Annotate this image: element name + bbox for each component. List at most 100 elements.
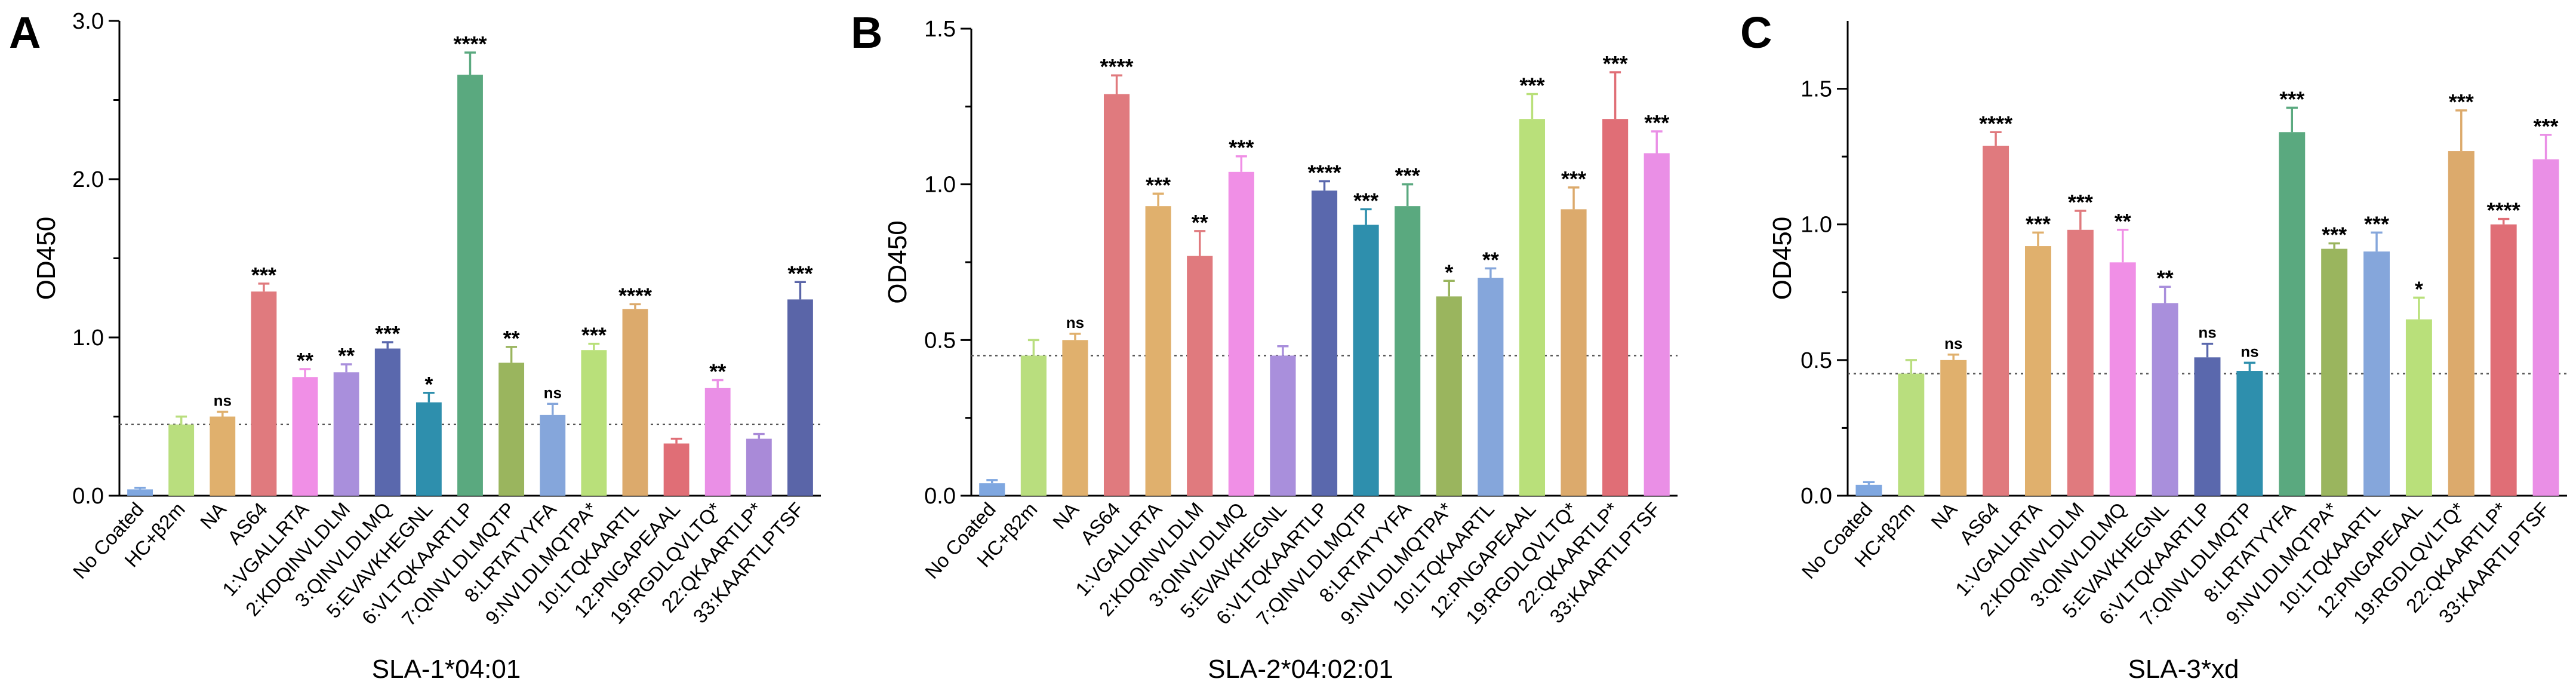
bar: [498, 363, 525, 496]
bar: [704, 388, 731, 496]
significance-label: ***: [1644, 110, 1669, 135]
bar: [416, 402, 442, 496]
y-tick-label: 0.5: [1801, 348, 1832, 373]
bar: [1062, 340, 1088, 496]
significance-label: **: [709, 360, 726, 384]
y-tick-label: 2.0: [72, 167, 104, 192]
significance-label: ns: [214, 392, 232, 410]
bar: [1519, 119, 1546, 496]
y-tick-label: 0.0: [1801, 484, 1832, 509]
x-tick-label: NA: [196, 498, 230, 533]
bar: [1898, 373, 1925, 496]
bar: [168, 424, 195, 496]
significance-label: ****: [453, 32, 487, 56]
bar: [292, 377, 318, 496]
bar: [1145, 206, 1171, 496]
significance-label: ***: [2279, 87, 2304, 111]
significance-label: ***: [1229, 136, 1254, 160]
significance-label: ***: [375, 321, 400, 346]
bar: [2405, 319, 2432, 496]
y-tick-label: 0.0: [72, 484, 104, 509]
significance-label: ns: [544, 383, 562, 401]
bar: [622, 309, 648, 496]
significance-label: ***: [2364, 211, 2389, 236]
bar: [251, 291, 277, 496]
bar: [2279, 132, 2306, 496]
significance-label: ns: [1944, 334, 1962, 352]
y-axis-title: OD450: [883, 220, 912, 303]
bar: [2109, 262, 2136, 496]
bar: [1478, 278, 1504, 496]
significance-label: ***: [2534, 114, 2559, 139]
x-tick-label: NA: [1048, 498, 1083, 533]
significance-label: ***: [1603, 51, 1628, 76]
panel-letter: B: [851, 8, 882, 57]
significance-label: ****: [2487, 198, 2520, 223]
significance-label: ***: [2026, 211, 2051, 236]
bar: [787, 299, 813, 496]
x-axis-title: SLA-1*04:01: [372, 655, 521, 684]
bar: [663, 443, 690, 496]
panel-letter: C: [1740, 8, 1772, 57]
significance-label: ****: [618, 283, 652, 308]
bar: [1270, 355, 1296, 496]
significance-label: *: [1445, 260, 1453, 284]
y-tick-label: 1.5: [1801, 77, 1832, 102]
significance-label: *: [2415, 277, 2423, 301]
bar: [540, 414, 566, 496]
bar: [581, 350, 607, 496]
bar: [1103, 94, 1130, 496]
bar: [1644, 153, 1670, 496]
significance-label: ns: [2198, 324, 2216, 342]
bar: [2067, 229, 2094, 496]
bar: [1353, 225, 1379, 496]
bar: [210, 416, 236, 496]
significance-label: **: [1192, 210, 1208, 235]
significance-label: **: [338, 343, 355, 368]
bar: [457, 75, 483, 496]
bar: [1602, 119, 1629, 496]
significance-label: ***: [2068, 190, 2093, 214]
significance-label: ****: [1307, 160, 1341, 185]
bar: [2321, 248, 2348, 496]
y-tick-label: 1.0: [1801, 213, 1832, 238]
significance-label: **: [503, 326, 520, 351]
bar: [1020, 355, 1047, 496]
significance-label: **: [297, 348, 313, 373]
significance-label: ****: [1979, 111, 2012, 136]
significance-label: **: [2157, 266, 2174, 290]
y-axis-title: OD450: [32, 217, 61, 300]
y-tick-label: 1.5: [924, 17, 956, 42]
bar: [746, 438, 772, 496]
bar: [1311, 191, 1338, 496]
y-tick-label: 0.5: [924, 328, 956, 353]
significance-label: **: [2115, 209, 2131, 234]
y-tick-label: 1.0: [72, 325, 104, 351]
bar: [1187, 256, 1213, 496]
bar: [2024, 246, 2051, 496]
significance-label: ***: [251, 263, 276, 287]
bar: [1983, 145, 2009, 496]
bar: [1855, 484, 1882, 496]
bar: [1436, 296, 1462, 496]
bar: [2532, 159, 2559, 496]
panel-letter: A: [9, 8, 41, 57]
bar: [1395, 206, 1421, 496]
bar: [1228, 171, 1254, 496]
significance-label: ***: [787, 261, 812, 285]
bar: [2236, 371, 2263, 496]
significance-label: ns: [2240, 342, 2258, 360]
bar: [2152, 303, 2178, 496]
significance-label: ***: [1146, 173, 1171, 197]
significance-label: ***: [1561, 167, 1586, 191]
x-axis-title: SLA-3*xd: [2128, 655, 2239, 684]
bar: [1940, 360, 1967, 496]
bar: [2490, 224, 2517, 496]
y-tick-label: 0.0: [924, 484, 956, 509]
significance-label: ***: [1519, 73, 1544, 97]
bar: [2194, 357, 2221, 496]
